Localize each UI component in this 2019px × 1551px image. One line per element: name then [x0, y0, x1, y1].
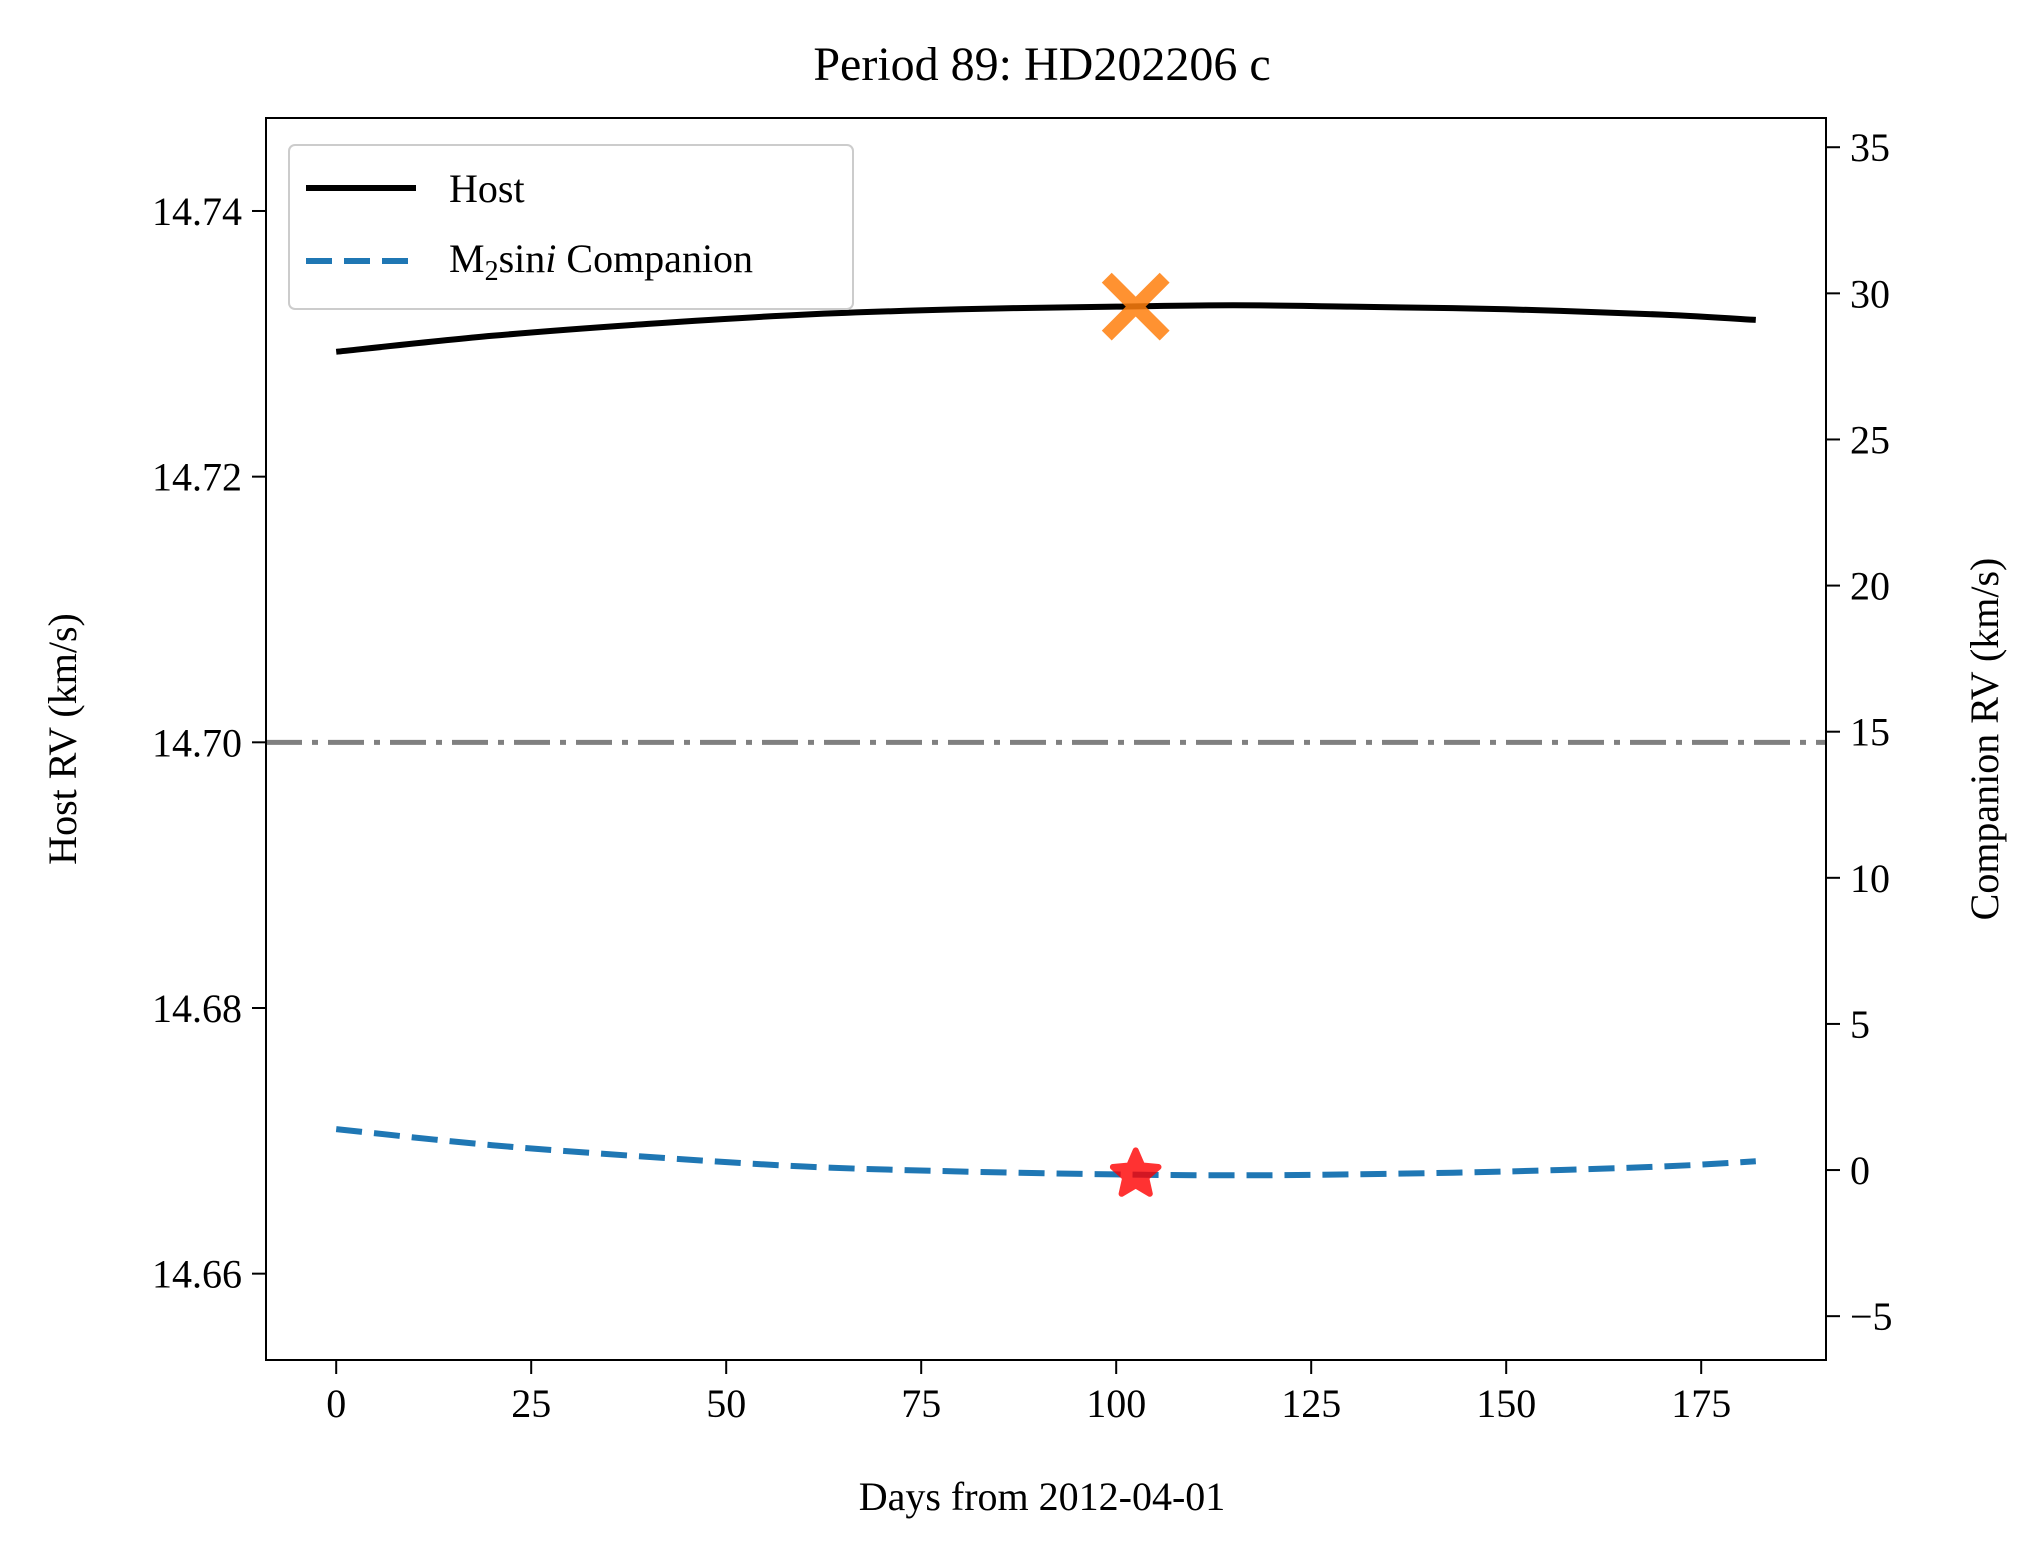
- right-y-tick-label: 30: [1850, 271, 1890, 316]
- right-y-tick-label: 10: [1850, 856, 1890, 901]
- right-y-axis: −5 0 5 10 15 20 25 30 35: [1826, 125, 1893, 1339]
- left-y-axis-label: Host RV (km/s): [40, 613, 85, 865]
- legend-host-label: Host: [449, 166, 525, 211]
- left-y-tick-label: 14.70: [152, 720, 242, 765]
- x-tick-label: 100: [1086, 1381, 1146, 1426]
- left-y-axis: 14.66 14.68 14.70 14.72 14.74: [152, 189, 266, 1297]
- x-tick-label: 25: [511, 1381, 551, 1426]
- companion-epoch-marker: [1109, 1147, 1162, 1197]
- left-y-tick-label: 14.66: [152, 1252, 242, 1297]
- legend-companion-label: M2sini Companion: [449, 236, 753, 287]
- legend-box: [288, 144, 854, 310]
- left-y-tick-label: 14.74: [152, 189, 242, 234]
- x-tick-label: 0: [326, 1381, 346, 1426]
- x-tick-label: 175: [1671, 1381, 1731, 1426]
- chart-title: Period 89: HD202206 c: [813, 38, 1270, 91]
- left-y-tick-label: 14.68: [152, 986, 242, 1031]
- x-tick-label: 150: [1476, 1381, 1536, 1426]
- right-y-tick-label: 20: [1850, 564, 1890, 609]
- right-y-tick-label: 15: [1850, 710, 1890, 755]
- plot-area: [266, 272, 1826, 1197]
- x-tick-label: 75: [901, 1381, 941, 1426]
- x-axis: 0 25 50 75 100 125 150 175: [326, 1360, 1731, 1426]
- right-y-tick-label: 5: [1850, 1002, 1870, 1047]
- host-line: [335, 302, 1756, 355]
- x-tick-label: 50: [706, 1381, 746, 1426]
- right-y-axis-label: Companion RV (km/s): [1962, 558, 2007, 921]
- left-y-tick-label: 14.72: [152, 455, 242, 500]
- right-y-tick-label: 0: [1850, 1148, 1870, 1193]
- legend: Host M2sini Companion: [288, 144, 854, 310]
- right-y-tick-label: −5: [1850, 1294, 1893, 1339]
- right-y-tick-label: 35: [1850, 125, 1890, 170]
- x-axis-label: Days from 2012-04-01: [859, 1474, 1226, 1519]
- right-y-tick-label: 25: [1850, 417, 1890, 462]
- host-epoch-marker: [1101, 272, 1170, 341]
- x-tick-label: 125: [1281, 1381, 1341, 1426]
- companion-line: [335, 1126, 1756, 1179]
- plot-frame: [265, 117, 1827, 1361]
